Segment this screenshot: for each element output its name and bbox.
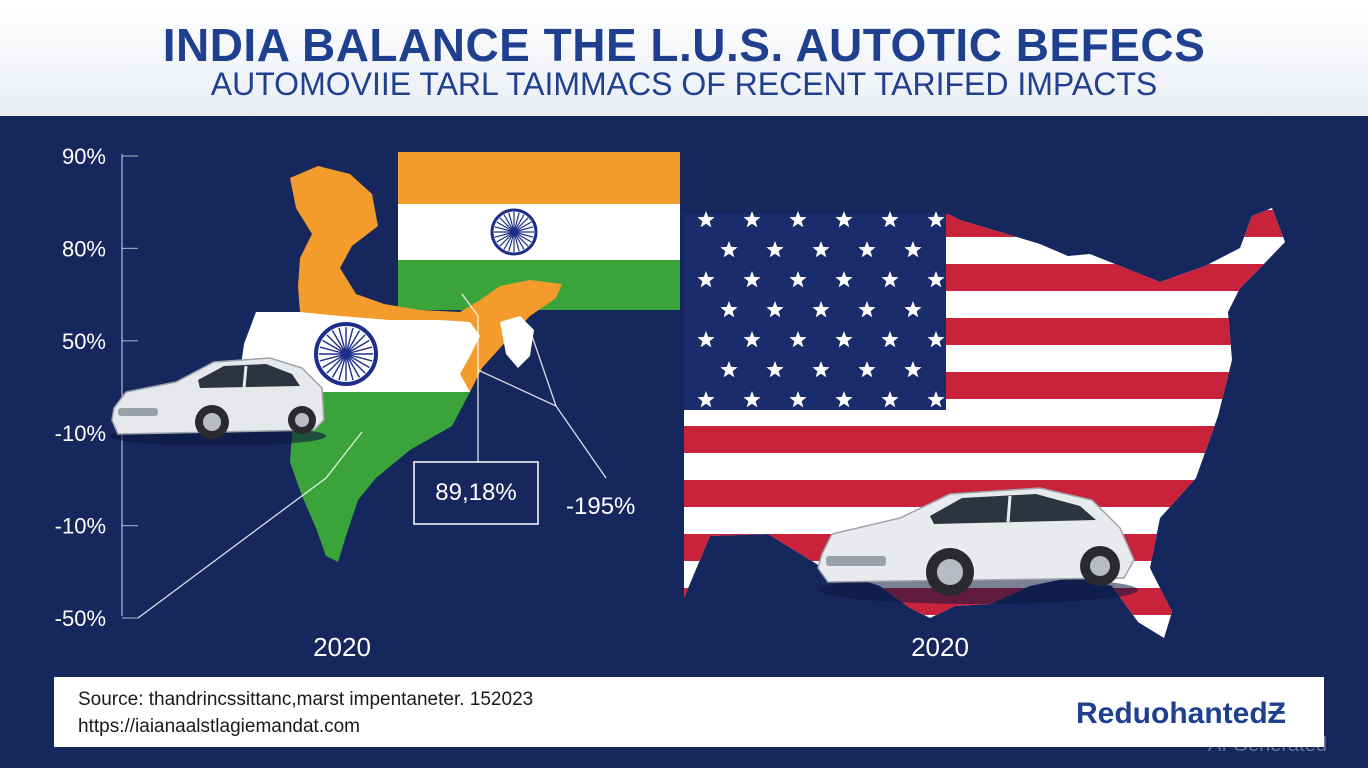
year-label-us: 2020 bbox=[911, 632, 969, 662]
india-flag-white-band bbox=[398, 204, 680, 260]
india-map-northeast bbox=[500, 316, 534, 368]
left-car-image bbox=[110, 357, 326, 446]
gridlines bbox=[122, 155, 138, 619]
y-tick-label: 90% bbox=[62, 144, 106, 169]
chart-area: 90% 80% 50% -10% -10% -50% bbox=[0, 116, 1368, 676]
callout-india-box bbox=[413, 461, 539, 525]
right-car-image bbox=[817, 487, 1138, 604]
brand-logo: ReduohantedƵ bbox=[1076, 697, 1286, 730]
chart-subtitle: AUTOMOVIIE TARL TAIMMACS OF RECENT TARIF… bbox=[210, 66, 1158, 102]
source-url: https://іaianaalstlagiemandat.com bbox=[78, 716, 360, 737]
india-flag-chakra-icon bbox=[490, 208, 538, 256]
y-tick-label: 80% bbox=[62, 236, 106, 261]
india-map-green bbox=[290, 392, 470, 562]
chart-header: INDIA BALANCE THE L.U.S. AUTOTIC BEFECS … bbox=[0, 0, 1368, 116]
watermark-text: AI Generated bbox=[1208, 734, 1327, 756]
chart-title: INDIA BALANCE THE L.U.S. AUTOTIC BEFECS bbox=[162, 19, 1206, 71]
y-tick-labels: 90% 80% 50% -10% -10% -50% bbox=[55, 144, 106, 631]
callout-india: 89,18% bbox=[413, 461, 539, 525]
source-footer: Source: thandrincssittanc,marst impentan… bbox=[54, 677, 1324, 747]
india-flag-saffron-band bbox=[398, 152, 680, 204]
y-tick-label: -10% bbox=[55, 514, 106, 539]
source-text: Source: thandrincssittanc,marst impentan… bbox=[78, 689, 534, 710]
callout-us-value: -195% bbox=[566, 493, 635, 520]
india-map-chakra-icon bbox=[314, 322, 378, 386]
y-tick-label: -50% bbox=[55, 606, 106, 631]
callout-india-value: 89,18% bbox=[435, 479, 516, 506]
india-flag bbox=[398, 152, 680, 310]
chart-svg: 90% 80% 50% -10% -10% -50% bbox=[55, 144, 1285, 662]
callout-leader-lines bbox=[137, 293, 607, 619]
year-label-india: 2020 bbox=[313, 632, 371, 662]
y-tick-label: 50% bbox=[62, 329, 106, 354]
us-flag-stars bbox=[697, 211, 945, 408]
y-tick-label: -10% bbox=[55, 421, 106, 446]
